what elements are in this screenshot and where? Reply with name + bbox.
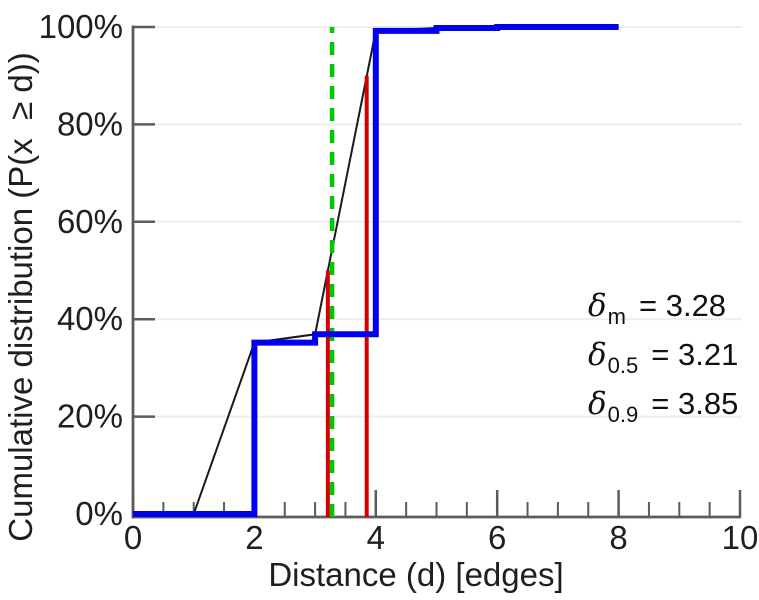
annotation-delta-09: δ0.9 = 3.85	[588, 386, 739, 427]
y-tick-label: 60%	[57, 203, 123, 240]
stats-annotations: δm = 3.28 δ0.5 = 3.21 δ0.9 = 3.85	[588, 288, 738, 435]
delta-05-value: = 3.21	[651, 337, 739, 372]
annotation-delta-m: δm = 3.28	[588, 288, 738, 329]
axis-ticks	[131, 25, 742, 517]
data-series	[133, 24, 619, 517]
cdf-step-curve	[133, 24, 619, 517]
tick-labels: 0% 20% 40% 60% 80% 100% 0 2 4 6 8 10	[39, 8, 759, 556]
x-tick-label: 10	[722, 519, 759, 556]
delta-m-subscript: m	[607, 304, 626, 329]
axes	[131, 25, 741, 519]
x-tick-label: 4	[367, 519, 385, 556]
y-tick-label: 40%	[57, 300, 123, 337]
y-axis-label: Cumulative distribution (P(x ≥ d))	[2, 52, 39, 542]
y-tick-label: 100%	[39, 8, 123, 45]
x-axis-label: Distance (d) [edges]	[268, 556, 564, 593]
delta-05-subscript: 0.5	[607, 353, 639, 378]
y-tick-label: 80%	[57, 105, 123, 142]
x-tick-label: 2	[245, 519, 263, 556]
annotation-delta-05: δ0.5 = 3.21	[588, 337, 739, 378]
y-tick-label: 20%	[57, 398, 123, 435]
delta-m-value: = 3.28	[639, 288, 727, 323]
delta-symbol: δ	[588, 288, 607, 324]
delta-symbol: δ	[588, 337, 607, 373]
delta-symbol: δ	[588, 386, 607, 422]
delta-09-subscript: 0.9	[607, 402, 639, 427]
delta-09-value: = 3.85	[651, 386, 739, 421]
y-tick-label: 0%	[75, 495, 123, 532]
x-tick-label: 8	[609, 519, 627, 556]
x-tick-label: 6	[488, 519, 506, 556]
x-tick-label: 0	[124, 519, 142, 556]
cdf-linear-interpolation	[192, 26, 619, 515]
